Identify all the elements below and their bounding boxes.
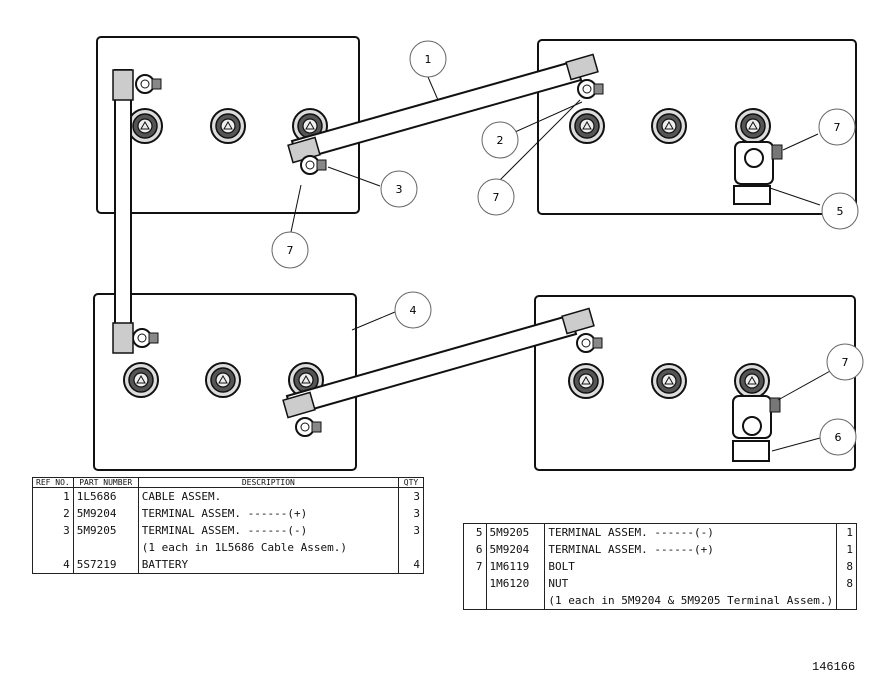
table-row: 1M6120 NUT 8	[463, 575, 857, 592]
row-qty: 3	[413, 490, 420, 503]
parts-table-left: REF NO. PART NUMBER DESCRIPTION QTY 1 1L…	[32, 477, 424, 574]
terminal-assembly-5	[733, 141, 783, 205]
callout-7b: 7	[271, 231, 309, 269]
row-part: 1M6119	[486, 558, 546, 575]
header-qty: QTY	[398, 477, 424, 488]
row-qty: 3	[413, 507, 420, 520]
row-desc: NUT	[544, 575, 838, 592]
callout-5: 5	[821, 192, 859, 230]
row-part: 5M9204	[73, 505, 139, 522]
row-desc: (1 each in 1L5686 Cable Assem.)	[138, 539, 400, 556]
header-description: DESCRIPTION	[138, 477, 400, 488]
svg-text:5: 5	[837, 205, 844, 218]
table-row: 3 5M9205 TERMINAL ASSEM. ------(-) 3	[32, 522, 424, 539]
svg-text:2: 2	[497, 134, 504, 147]
battery-bottom-right	[534, 295, 856, 471]
row-desc: CABLE ASSEM.	[138, 487, 400, 505]
row-part: 5M9204	[486, 541, 546, 558]
svg-text:7: 7	[287, 244, 294, 257]
table-row: 2 5M9204 TERMINAL ASSEM. ------(+) 3	[32, 505, 424, 522]
row-part: 1L5686	[73, 487, 139, 505]
row-desc: BOLT	[544, 558, 838, 575]
row-part	[73, 539, 139, 556]
row-part	[486, 592, 546, 610]
leader-lines	[290, 76, 833, 452]
table-header-row: REF NO. PART NUMBER DESCRIPTION QTY	[32, 477, 424, 488]
row-desc: TERMINAL ASSEM. ------(+)	[138, 505, 400, 522]
battery-bottom-left	[93, 293, 357, 471]
header-ref: REF NO.	[32, 477, 74, 488]
row-ref: 1	[32, 487, 74, 505]
figure-id: 146166	[812, 660, 856, 674]
table-row: (1 each in 5M9204 & 5M9205 Terminal Asse…	[463, 592, 857, 610]
row-ref: 2	[32, 505, 74, 522]
callouts: 1 2 3 7 7 7 5 4 7 6	[271, 40, 864, 456]
row-qty: 1	[846, 543, 853, 556]
row-qty	[837, 592, 857, 610]
svg-text:6: 6	[835, 431, 842, 444]
callout-3: 3	[380, 170, 418, 208]
row-ref: 7	[463, 558, 487, 575]
row-desc: TERMINAL ASSEM. ------(+)	[544, 541, 838, 558]
row-part: 5M9205	[486, 523, 546, 541]
row-qty: 1	[846, 526, 853, 539]
row-part: 1M6120	[486, 575, 546, 592]
battery-top-left	[96, 36, 360, 214]
table-row: (1 each in 1L5686 Cable Assem.)	[32, 539, 424, 556]
callout-2: 2	[481, 121, 519, 159]
battery-top-right	[537, 39, 857, 215]
row-desc: TERMINAL ASSEM. ------(-)	[544, 523, 838, 541]
row-qty: 8	[846, 560, 853, 573]
table-row: 4 5S7219 BATTERY 4	[32, 556, 424, 574]
svg-text:7: 7	[493, 191, 500, 204]
cable-diagonal-bottom	[282, 307, 595, 437]
callout-6: 6	[819, 418, 857, 456]
row-ref	[463, 575, 487, 592]
svg-text:7: 7	[834, 121, 841, 134]
svg-text:3: 3	[396, 183, 403, 196]
cable-vertical-left	[112, 69, 134, 354]
row-desc: (1 each in 5M9204 & 5M9205 Terminal Asse…	[544, 592, 838, 610]
row-qty	[399, 539, 424, 556]
row-ref: 4	[32, 556, 74, 574]
row-part: 5M9205	[73, 522, 139, 539]
row-desc: BATTERY	[138, 556, 400, 574]
svg-text:4: 4	[410, 304, 417, 317]
svg-text:1: 1	[425, 53, 432, 66]
row-desc: TERMINAL ASSEM. ------(-)	[138, 522, 400, 539]
header-part-number: PART NUMBER	[73, 477, 139, 488]
callout-4: 4	[394, 291, 432, 329]
table-row: 1 1L5686 CABLE ASSEM. 3	[32, 487, 424, 505]
table-row: 5 5M9205 TERMINAL ASSEM. ------(-) 1	[463, 523, 857, 541]
row-qty: 3	[413, 524, 420, 537]
row-part: 5S7219	[73, 556, 139, 574]
terminal-assembly-6	[732, 395, 781, 462]
row-ref	[463, 592, 487, 610]
parts-table-right: 5 5M9205 TERMINAL ASSEM. ------(-) 1 6 5…	[463, 523, 857, 610]
row-ref: 6	[463, 541, 487, 558]
table-row: 6 5M9204 TERMINAL ASSEM. ------(+) 1	[463, 541, 857, 558]
callout-7a: 7	[477, 178, 515, 216]
row-qty: 8	[846, 577, 853, 590]
row-qty: 4	[413, 558, 420, 571]
row-ref: 5	[463, 523, 487, 541]
row-ref: 3	[32, 522, 74, 539]
table-row: 7 1M6119 BOLT 8	[463, 558, 857, 575]
cable-diagonal-top	[287, 53, 599, 175]
callout-7d: 7	[826, 343, 864, 381]
callout-7c: 7	[818, 108, 856, 146]
row-ref	[32, 539, 74, 556]
callout-1: 1	[409, 40, 447, 78]
svg-text:7: 7	[842, 356, 849, 369]
